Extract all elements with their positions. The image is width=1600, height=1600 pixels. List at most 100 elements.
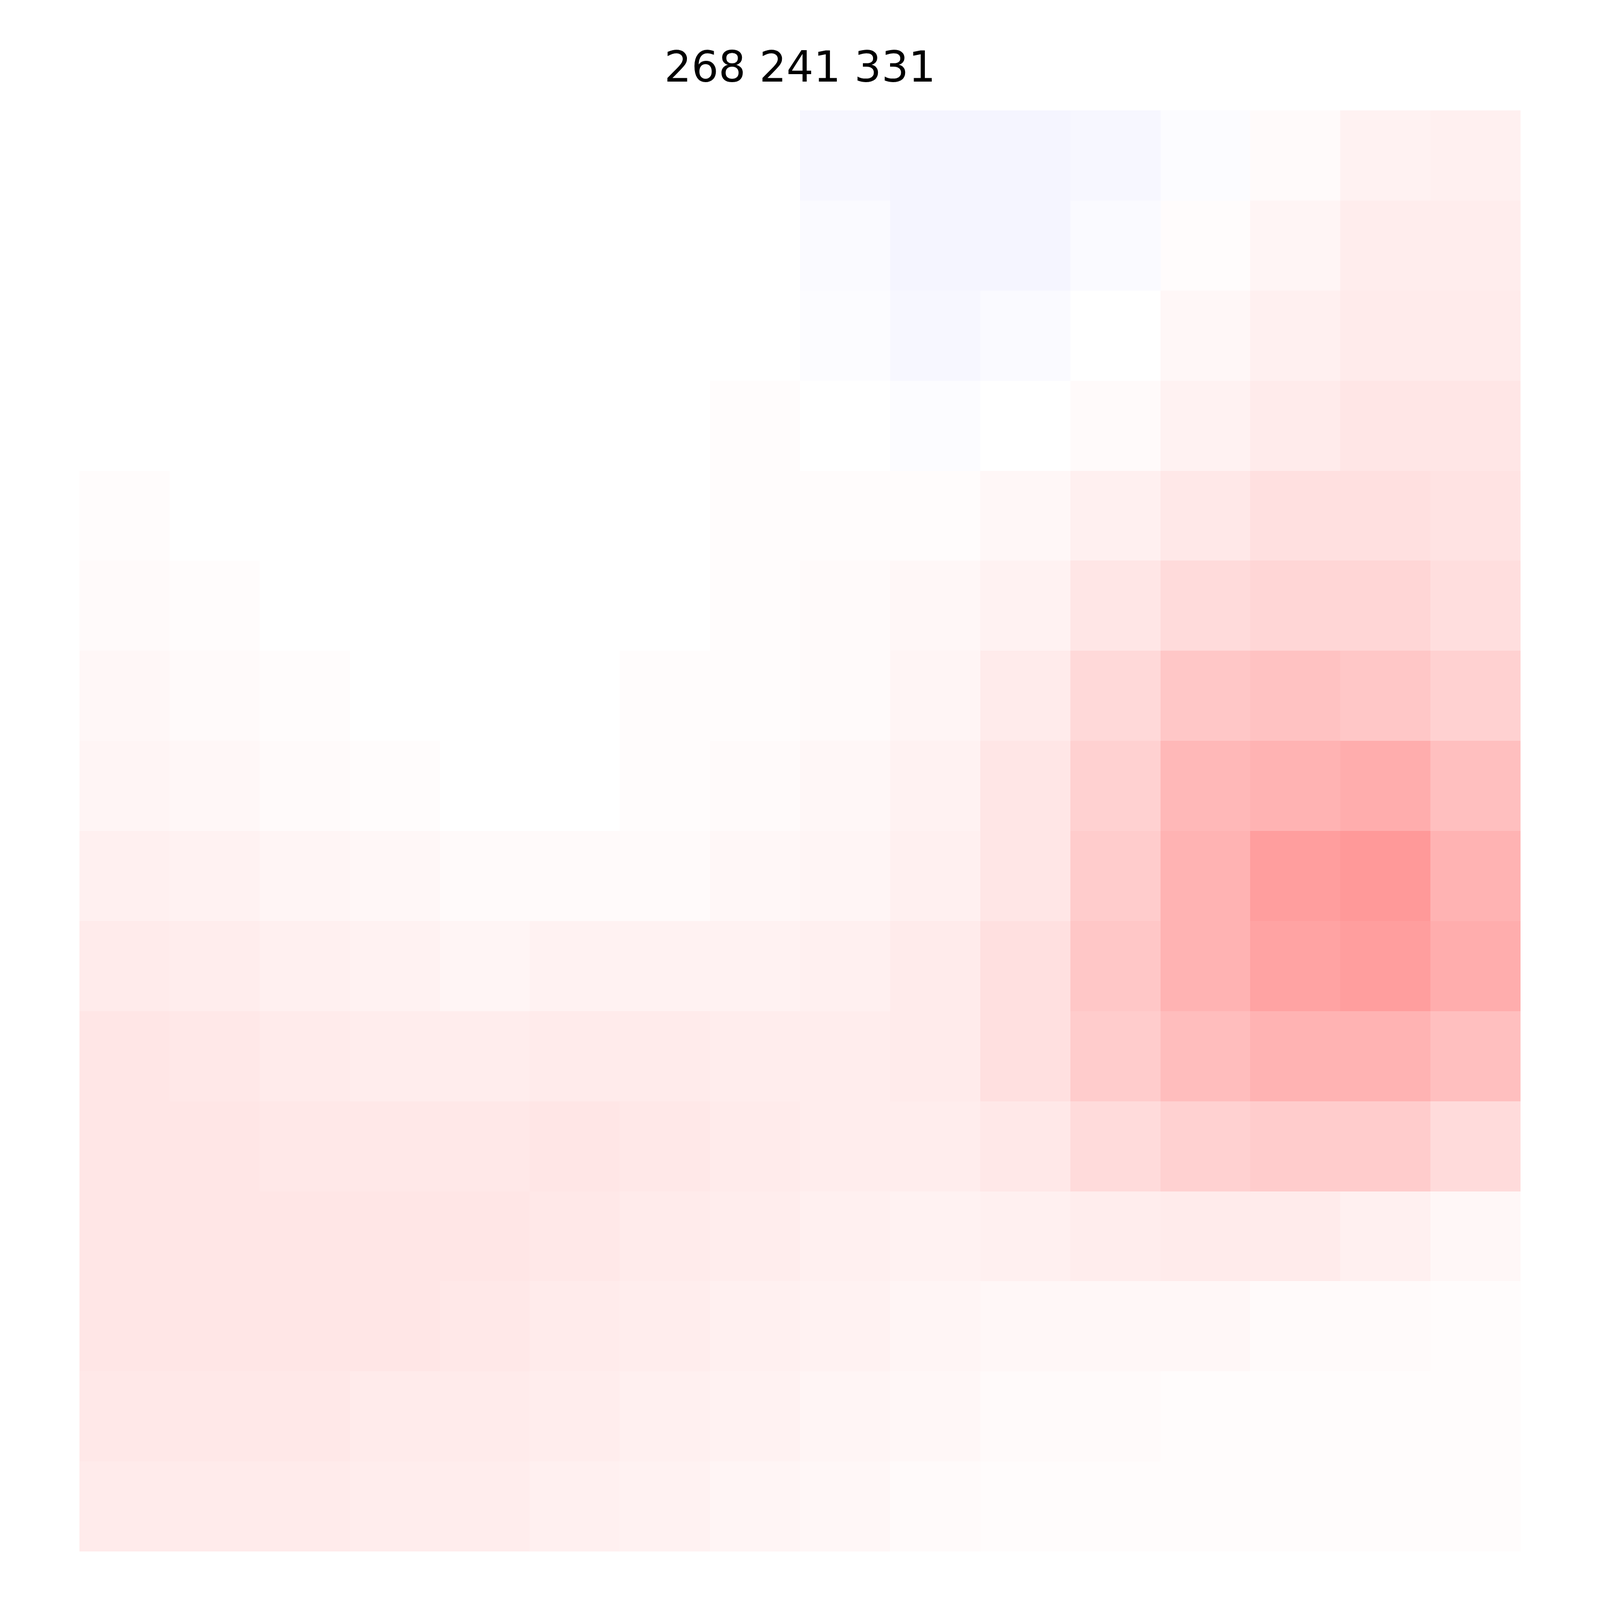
heatmap-cell [259, 560, 350, 651]
heatmap-cell [709, 1101, 800, 1192]
heatmap-cell [1340, 650, 1431, 741]
heatmap-cell [1430, 1011, 1521, 1102]
heatmap-cell [1340, 1101, 1431, 1192]
heatmap-cell [1430, 921, 1521, 1012]
heatmap-cell [1160, 200, 1251, 291]
heatmap-cell [709, 740, 800, 831]
heatmap-cell [349, 1461, 440, 1552]
heatmap-cell [1340, 200, 1431, 291]
heatmap-cell [1070, 470, 1161, 562]
heatmap-cell [1070, 110, 1161, 201]
title: 268 241 331 [664, 42, 936, 92]
heatmap-cell [169, 740, 260, 831]
heatmap-cell [349, 1281, 440, 1372]
heatmap-cell [1160, 560, 1251, 651]
heatmap-cell [619, 1281, 710, 1372]
heatmap-cell [169, 1281, 260, 1372]
heatmap-cell [980, 1101, 1071, 1192]
heatmap-cell [259, 1191, 350, 1282]
heatmap-cell [440, 290, 531, 381]
heatmap-cell [619, 1101, 710, 1192]
heatmap-cell [259, 650, 350, 741]
heatmap-cell [349, 1191, 440, 1282]
heatmap-cell [440, 380, 531, 471]
heatmap-cell [1070, 740, 1161, 831]
heatmap-cell [890, 1281, 981, 1372]
heatmap-cell [1160, 1191, 1251, 1282]
heatmap-cell [1340, 740, 1431, 831]
heatmap-cell [1250, 740, 1341, 831]
heatmap-cell [349, 380, 440, 471]
heatmap-cell [529, 290, 620, 381]
heatmap-cell [1070, 1011, 1161, 1102]
heatmap-cell [169, 830, 260, 922]
heatmap-cell [1160, 110, 1251, 201]
heatmap-cell [619, 380, 710, 471]
heatmap-cell [1160, 1281, 1251, 1372]
heatmap-cell [169, 560, 260, 651]
heatmap-cell [169, 380, 260, 471]
heatmap-cell [349, 560, 440, 651]
heatmap-cell [709, 1371, 800, 1462]
heatmap-cell [1340, 470, 1431, 562]
heatmap-cell [619, 1011, 710, 1102]
heatmap-cell [349, 650, 440, 741]
heatmap-cell [440, 560, 531, 651]
heatmap-cell [1160, 830, 1251, 922]
heatmap-cell [619, 740, 710, 831]
heatmap-cell [79, 470, 170, 562]
heatmap-cell [1430, 740, 1521, 831]
heatmap-cell [529, 1281, 620, 1372]
heatmap-cell [259, 830, 350, 922]
heatmap-cell [529, 560, 620, 651]
heatmap-cell [1070, 1461, 1161, 1552]
heatmap-cell [709, 1461, 800, 1552]
heatmap-cell [169, 650, 260, 741]
chart: 268 241 331 [0, 0, 1600, 1600]
heatmap-cell [709, 470, 800, 562]
heatmap-cell [1250, 921, 1341, 1012]
heatmap-cell [529, 740, 620, 831]
heatmap-cell [1160, 1011, 1251, 1102]
heatmap-cell [1160, 290, 1251, 381]
heatmap-cell [79, 200, 170, 291]
heatmap-cell [890, 470, 981, 562]
heatmap-cell [709, 650, 800, 741]
heatmap-cell [349, 1011, 440, 1102]
heatmap-cell [1430, 380, 1521, 471]
heatmap-cell [169, 110, 260, 201]
heatmap-cell [980, 1371, 1071, 1462]
heatmap-cell [1250, 1461, 1341, 1552]
heatmap-cell [1160, 1371, 1251, 1462]
heatmap-cell [1250, 1191, 1341, 1282]
heatmap-cell [259, 740, 350, 831]
heatmap-cell [349, 290, 440, 381]
heatmap-cell [440, 830, 531, 922]
heatmap-cell [440, 470, 531, 562]
heatmap-cell [1340, 1011, 1431, 1102]
heatmap-cell [349, 110, 440, 201]
heatmap-cell [800, 1191, 891, 1282]
heatmap-cell [169, 200, 260, 291]
heatmap-cell [709, 830, 800, 922]
heatmap-cell [709, 1191, 800, 1282]
heatmap-cell [259, 380, 350, 471]
heatmap-cell [349, 200, 440, 291]
heatmap-cell [619, 470, 710, 562]
heatmap-cell [349, 921, 440, 1012]
heatmap-cell [79, 650, 170, 741]
heatmap-cell [800, 200, 891, 291]
heatmap-cell [980, 740, 1071, 831]
heatmap-cell [619, 650, 710, 741]
heatmap-cell [800, 1011, 891, 1102]
heatmap-cell [79, 380, 170, 471]
heatmap-cell [1430, 290, 1521, 381]
heatmap-cell [1250, 470, 1341, 562]
heatmap-cell [529, 380, 620, 471]
heatmap-cell [1070, 200, 1161, 291]
heatmap-cell [980, 200, 1071, 291]
heatmap-cell [79, 921, 170, 1012]
heatmap-cell [440, 200, 531, 291]
heatmap-cell [800, 1461, 891, 1552]
heatmap-cell [890, 1191, 981, 1282]
